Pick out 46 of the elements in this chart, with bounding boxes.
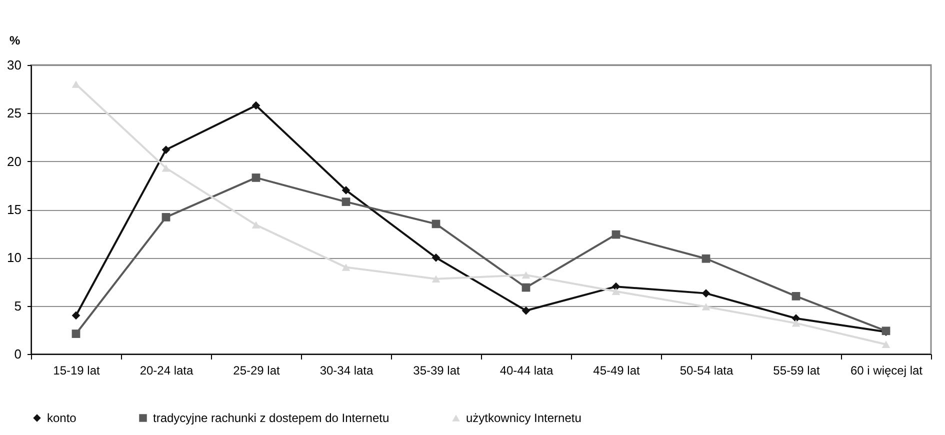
point: [342, 198, 350, 206]
x-tick-label: 55-59 lat: [773, 364, 821, 378]
x-tick-label: 60 i więcej lat: [850, 364, 924, 378]
point: [432, 253, 440, 262]
x-tick-label: 30-34 lata: [320, 364, 374, 378]
point: [252, 101, 260, 110]
y-tick-label: 15: [7, 202, 22, 217]
point: [792, 292, 800, 300]
point: [792, 320, 800, 327]
point: [252, 174, 260, 182]
point: [72, 311, 80, 320]
y-tick-label: 5: [14, 298, 22, 314]
point: [882, 340, 890, 348]
point: [342, 264, 350, 271]
legend-label: tradycyjne rachunki z dostepem do Internetu: [153, 411, 390, 425]
point: [522, 283, 530, 292]
y-axis-title: %: [10, 34, 20, 48]
point: [702, 289, 710, 298]
point: [162, 146, 170, 154]
point: [252, 221, 260, 229]
point: [522, 271, 530, 279]
x-tick-label: 45-49 lat: [593, 364, 641, 378]
y-tick-label: 20: [7, 154, 22, 169]
point: [702, 303, 710, 310]
x-tick-label: 35-39 lat: [413, 364, 461, 378]
x-tick-label: 25-29 lat: [233, 364, 281, 378]
x-tick-label: 40-44 lata: [500, 364, 554, 378]
point: [702, 254, 710, 263]
legend-label: konto: [47, 411, 77, 425]
point: [162, 213, 170, 222]
point: [432, 220, 440, 228]
legend-label: użytkownicy Internetu: [466, 411, 582, 425]
y-tick-label: 25: [7, 106, 22, 121]
point: [342, 186, 350, 194]
point: [432, 275, 440, 282]
y-tick-label: 30: [7, 58, 22, 72]
y-tick-label: 0: [14, 346, 22, 362]
point: [162, 164, 170, 172]
point: [612, 288, 620, 296]
x-tick-label: 15-19 lat: [53, 364, 101, 378]
x-tick-label: 50-54 lata: [680, 364, 734, 378]
point: [72, 330, 80, 338]
point: [522, 306, 530, 315]
y-tick-label: 10: [7, 250, 22, 266]
point: [612, 230, 620, 239]
x-tick-label: 20-24 lata: [140, 364, 194, 378]
